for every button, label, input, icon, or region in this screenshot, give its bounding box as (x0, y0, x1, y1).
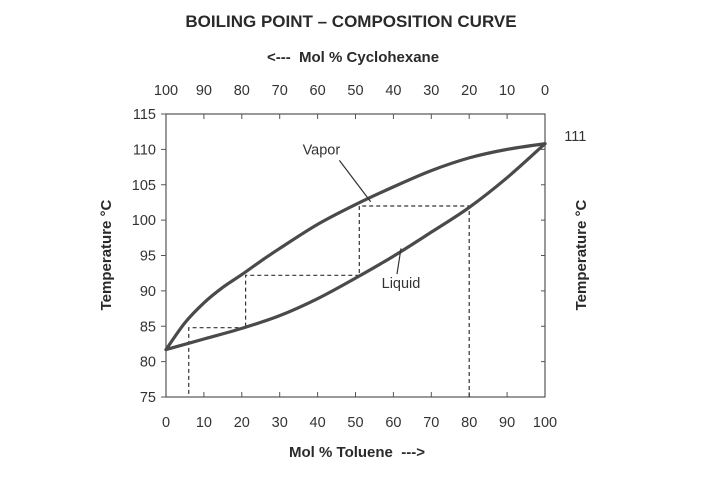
y-tick-label-3: 90 (140, 284, 156, 300)
y-tick-label-6: 105 (132, 178, 156, 194)
x2-tick-label-1: 90 (196, 83, 212, 99)
x-tick-label-1: 10 (196, 415, 212, 431)
y-tick-label-0: 75 (140, 390, 156, 406)
series-line-liquid (164, 142, 547, 352)
x-tick-label-6: 60 (385, 415, 401, 431)
annotation-liquid: Liquid (382, 276, 421, 292)
y-tick-label-4: 95 (140, 249, 156, 265)
step-line-0 (358, 205, 470, 397)
x-tick-label-9: 90 (499, 415, 515, 431)
series-line-vapor (164, 142, 547, 352)
x-tick-label-3: 30 (272, 415, 288, 431)
y-tick-label-1: 80 (140, 355, 156, 371)
x-tick-label-2: 20 (234, 415, 250, 431)
x2-tick-label-7: 30 (423, 83, 439, 99)
x2-tick-label-3: 70 (272, 83, 288, 99)
y-tick-label-5: 100 (132, 213, 156, 229)
x-tick-label-10: 100 (533, 415, 557, 431)
y-tick-label-2: 85 (140, 319, 156, 335)
annotation-leader-vapor (338, 159, 372, 203)
x-tick-label-5: 50 (347, 415, 363, 431)
annotation-vapor: Vapor (303, 142, 341, 158)
x2-tick-label-2: 80 (234, 83, 250, 99)
chart-title: BOILING POINT – COMPOSITION CURVE (185, 12, 516, 31)
y-tick-label-8: 115 (133, 107, 156, 123)
plot-frame (165, 113, 546, 398)
x-tick-label-8: 80 (461, 415, 477, 431)
x2-tick-label-9: 10 (499, 83, 515, 99)
right-axis-title: Temperature °C (573, 199, 590, 310)
top-axis-title: <--- Mol % Cyclohexane (267, 49, 439, 66)
step-line-1 (244, 274, 360, 328)
x2-tick-label-5: 50 (347, 83, 363, 99)
annotation-leader-liquid (396, 248, 402, 275)
x2-tick-label-8: 20 (461, 83, 477, 99)
x-tick-label-7: 70 (423, 415, 439, 431)
x-tick-label-0: 0 (162, 415, 170, 431)
step-line-2 (188, 327, 246, 397)
annotation-111: 111 (564, 129, 586, 145)
x2-tick-label-0: 100 (154, 83, 178, 99)
x2-tick-label-6: 40 (385, 83, 401, 99)
x-tick-label-4: 40 (310, 415, 326, 431)
left-axis-title: Temperature °C (98, 199, 115, 310)
bottom-axis-title: Mol % Toluene ---> (289, 444, 425, 461)
x2-tick-label-4: 60 (310, 83, 326, 99)
y-tick-label-7: 110 (133, 142, 156, 158)
x2-tick-label-10: 0 (541, 83, 549, 99)
